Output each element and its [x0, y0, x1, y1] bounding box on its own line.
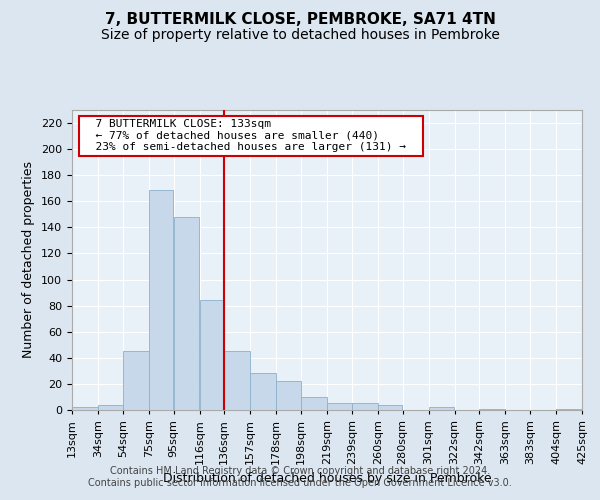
- Bar: [301, 397, 327, 410]
- Text: Contains HM Land Registry data © Crown copyright and database right 2024.
Contai: Contains HM Land Registry data © Crown c…: [88, 466, 512, 487]
- Bar: [200, 300, 224, 410]
- Text: 7 BUTTERMILK CLOSE: 133sqm
  ← 77% of detached houses are smaller (440)
  23% of: 7 BUTTERMILK CLOSE: 133sqm ← 77% of deta…: [82, 119, 420, 152]
- Bar: [428, 408, 454, 410]
- Text: 7, BUTTERMILK CLOSE, PEMBROKE, SA71 4TN: 7, BUTTERMILK CLOSE, PEMBROKE, SA71 4TN: [104, 12, 496, 28]
- Bar: [98, 405, 122, 410]
- Bar: [327, 404, 352, 410]
- Bar: [556, 408, 582, 410]
- Bar: [123, 352, 149, 410]
- Bar: [224, 352, 250, 410]
- X-axis label: Distribution of detached houses by size in Pembroke: Distribution of detached houses by size …: [163, 472, 491, 486]
- Bar: [149, 190, 173, 410]
- Bar: [378, 405, 403, 410]
- Bar: [250, 374, 276, 410]
- Bar: [277, 382, 301, 410]
- Bar: [479, 408, 505, 410]
- Bar: [72, 408, 98, 410]
- Y-axis label: Number of detached properties: Number of detached properties: [22, 162, 35, 358]
- Bar: [173, 217, 199, 410]
- Text: Size of property relative to detached houses in Pembroke: Size of property relative to detached ho…: [101, 28, 499, 42]
- Bar: [352, 404, 377, 410]
